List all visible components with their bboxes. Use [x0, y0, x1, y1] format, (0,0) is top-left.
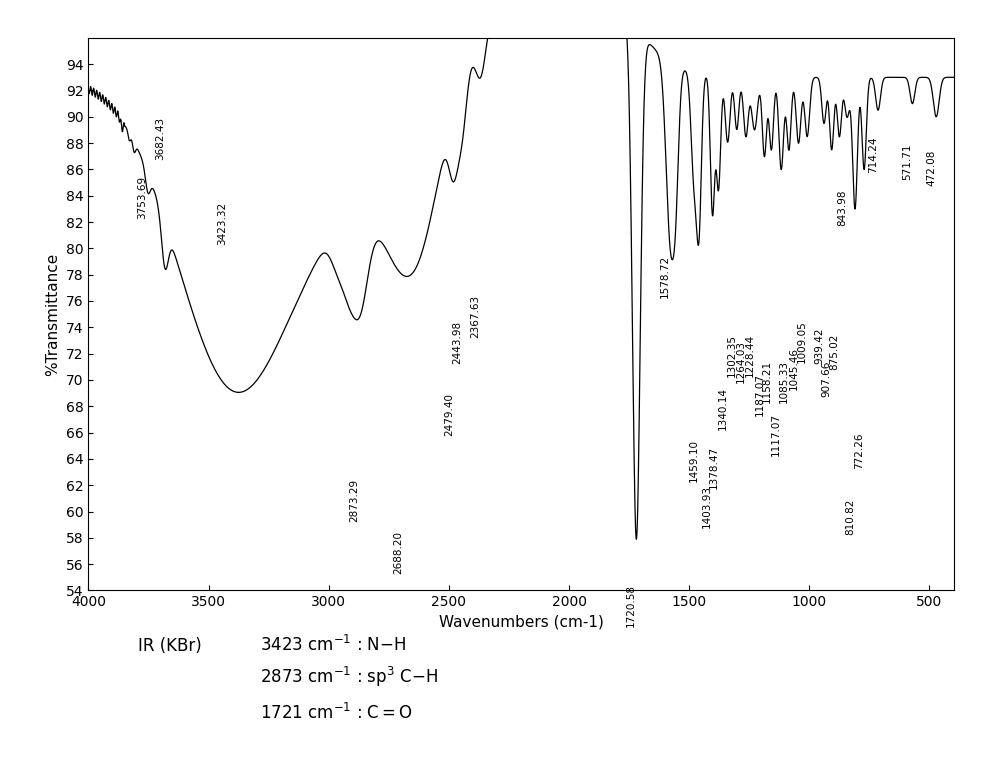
- Text: 2873.29: 2873.29: [349, 478, 359, 522]
- Text: 1085.33: 1085.33: [779, 360, 788, 403]
- Text: 472.08: 472.08: [926, 150, 936, 186]
- Text: IR (KBr): IR (KBr): [138, 637, 202, 655]
- Text: 1378.47: 1378.47: [709, 446, 719, 489]
- Text: 2479.40: 2479.40: [444, 393, 454, 436]
- Text: 810.82: 810.82: [844, 498, 855, 534]
- Text: 772.26: 772.26: [854, 432, 864, 469]
- Text: 3423.32: 3423.32: [217, 202, 227, 245]
- X-axis label: Wavenumbers (cm-1): Wavenumbers (cm-1): [438, 615, 604, 630]
- Text: 1045.46: 1045.46: [788, 347, 798, 390]
- Text: 1578.72: 1578.72: [661, 255, 670, 298]
- Text: 875.02: 875.02: [830, 334, 839, 370]
- Text: 1117.07: 1117.07: [772, 413, 781, 456]
- Text: 1459.10: 1459.10: [689, 439, 699, 482]
- Text: 1340.14: 1340.14: [718, 387, 727, 429]
- Text: 571.71: 571.71: [902, 143, 912, 179]
- Text: 3682.43: 3682.43: [154, 117, 165, 160]
- Text: 714.24: 714.24: [868, 136, 878, 173]
- Text: 2873 cm$^{-1}$ : sp$^{3}$ C$-$H: 2873 cm$^{-1}$ : sp$^{3}$ C$-$H: [260, 665, 438, 689]
- Text: 1403.93: 1403.93: [702, 485, 713, 528]
- Text: 939.42: 939.42: [814, 327, 824, 364]
- Text: 1187.07: 1187.07: [754, 373, 765, 416]
- Text: 843.98: 843.98: [837, 189, 846, 226]
- Text: 3753.69: 3753.69: [138, 176, 147, 219]
- Text: 907.66: 907.66: [822, 360, 832, 397]
- Text: 1228.44: 1228.44: [744, 334, 754, 377]
- Text: 1158.21: 1158.21: [761, 360, 772, 403]
- Y-axis label: %Transmittance: %Transmittance: [45, 253, 60, 375]
- Text: 1720.58: 1720.58: [626, 584, 636, 627]
- Text: 3423 cm$^{-1}$ : N$-$H: 3423 cm$^{-1}$ : N$-$H: [260, 634, 407, 655]
- Text: 1721 cm$^{-1}$ : C$=$O: 1721 cm$^{-1}$ : C$=$O: [260, 702, 414, 723]
- Text: 1009.05: 1009.05: [797, 321, 807, 363]
- Text: 1264.03: 1264.03: [736, 341, 746, 384]
- Text: 2688.20: 2688.20: [393, 531, 404, 575]
- Text: 1302.35: 1302.35: [726, 334, 736, 377]
- Text: 2443.98: 2443.98: [452, 321, 462, 364]
- Text: 2367.63: 2367.63: [471, 294, 481, 338]
